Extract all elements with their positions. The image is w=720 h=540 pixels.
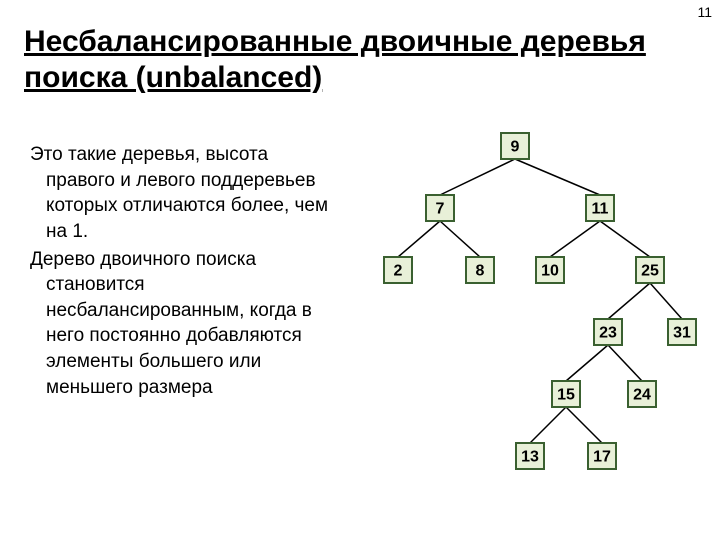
tree-edge [550, 221, 600, 257]
tree-node: 2 [384, 257, 412, 283]
page-number: 11 [697, 4, 712, 20]
page-title: Несбалансированные двоичные деревья поис… [24, 24, 660, 96]
tree-node-label: 11 [592, 201, 609, 218]
tree-edge [566, 345, 608, 381]
tree-node-label: 8 [476, 263, 485, 280]
tree-node-label: 9 [511, 139, 520, 156]
tree-edge [530, 407, 566, 443]
tree-node: 24 [628, 381, 656, 407]
tree-node: 31 [668, 319, 696, 345]
tree-node-label: 25 [641, 263, 659, 280]
paragraph-2: Дерево двоичного поиска становится несба… [24, 247, 334, 401]
tree-edge [440, 159, 515, 195]
tree-node: 11 [586, 195, 614, 221]
tree-edge [608, 283, 650, 319]
tree-edge [650, 283, 682, 319]
tree-edge [608, 345, 642, 381]
tree-node: 17 [588, 443, 616, 469]
tree-node: 25 [636, 257, 664, 283]
tree-node-label: 24 [633, 387, 651, 404]
tree-node-label: 13 [521, 449, 539, 466]
tree-node-label: 10 [541, 263, 559, 280]
tree-node-label: 2 [394, 263, 403, 280]
tree-node: 8 [466, 257, 494, 283]
tree-diagram: 9 7 11 2 8 10 25 23 31 15 24 13 17 [350, 130, 710, 520]
tree-svg: 9 7 11 2 8 10 25 23 31 15 24 13 17 [350, 130, 710, 520]
tree-node: 7 [426, 195, 454, 221]
tree-edge [566, 407, 602, 443]
tree-edge [440, 221, 480, 257]
tree-edge [600, 221, 650, 257]
tree-node-label: 7 [436, 201, 445, 218]
paragraph-1: Это такие деревья, высота правого и лево… [24, 142, 334, 245]
tree-node-label: 31 [673, 325, 691, 342]
tree-node: 15 [552, 381, 580, 407]
tree-node-label: 23 [599, 325, 617, 342]
tree-node-label: 17 [593, 449, 611, 466]
tree-node: 10 [536, 257, 564, 283]
tree-node: 23 [594, 319, 622, 345]
tree-node-label: 15 [557, 387, 575, 404]
tree-edge [398, 221, 440, 257]
tree-node: 9 [501, 133, 529, 159]
body-text: Это такие деревья, высота правого и лево… [24, 142, 334, 402]
tree-node: 13 [516, 443, 544, 469]
tree-edge [515, 159, 600, 195]
